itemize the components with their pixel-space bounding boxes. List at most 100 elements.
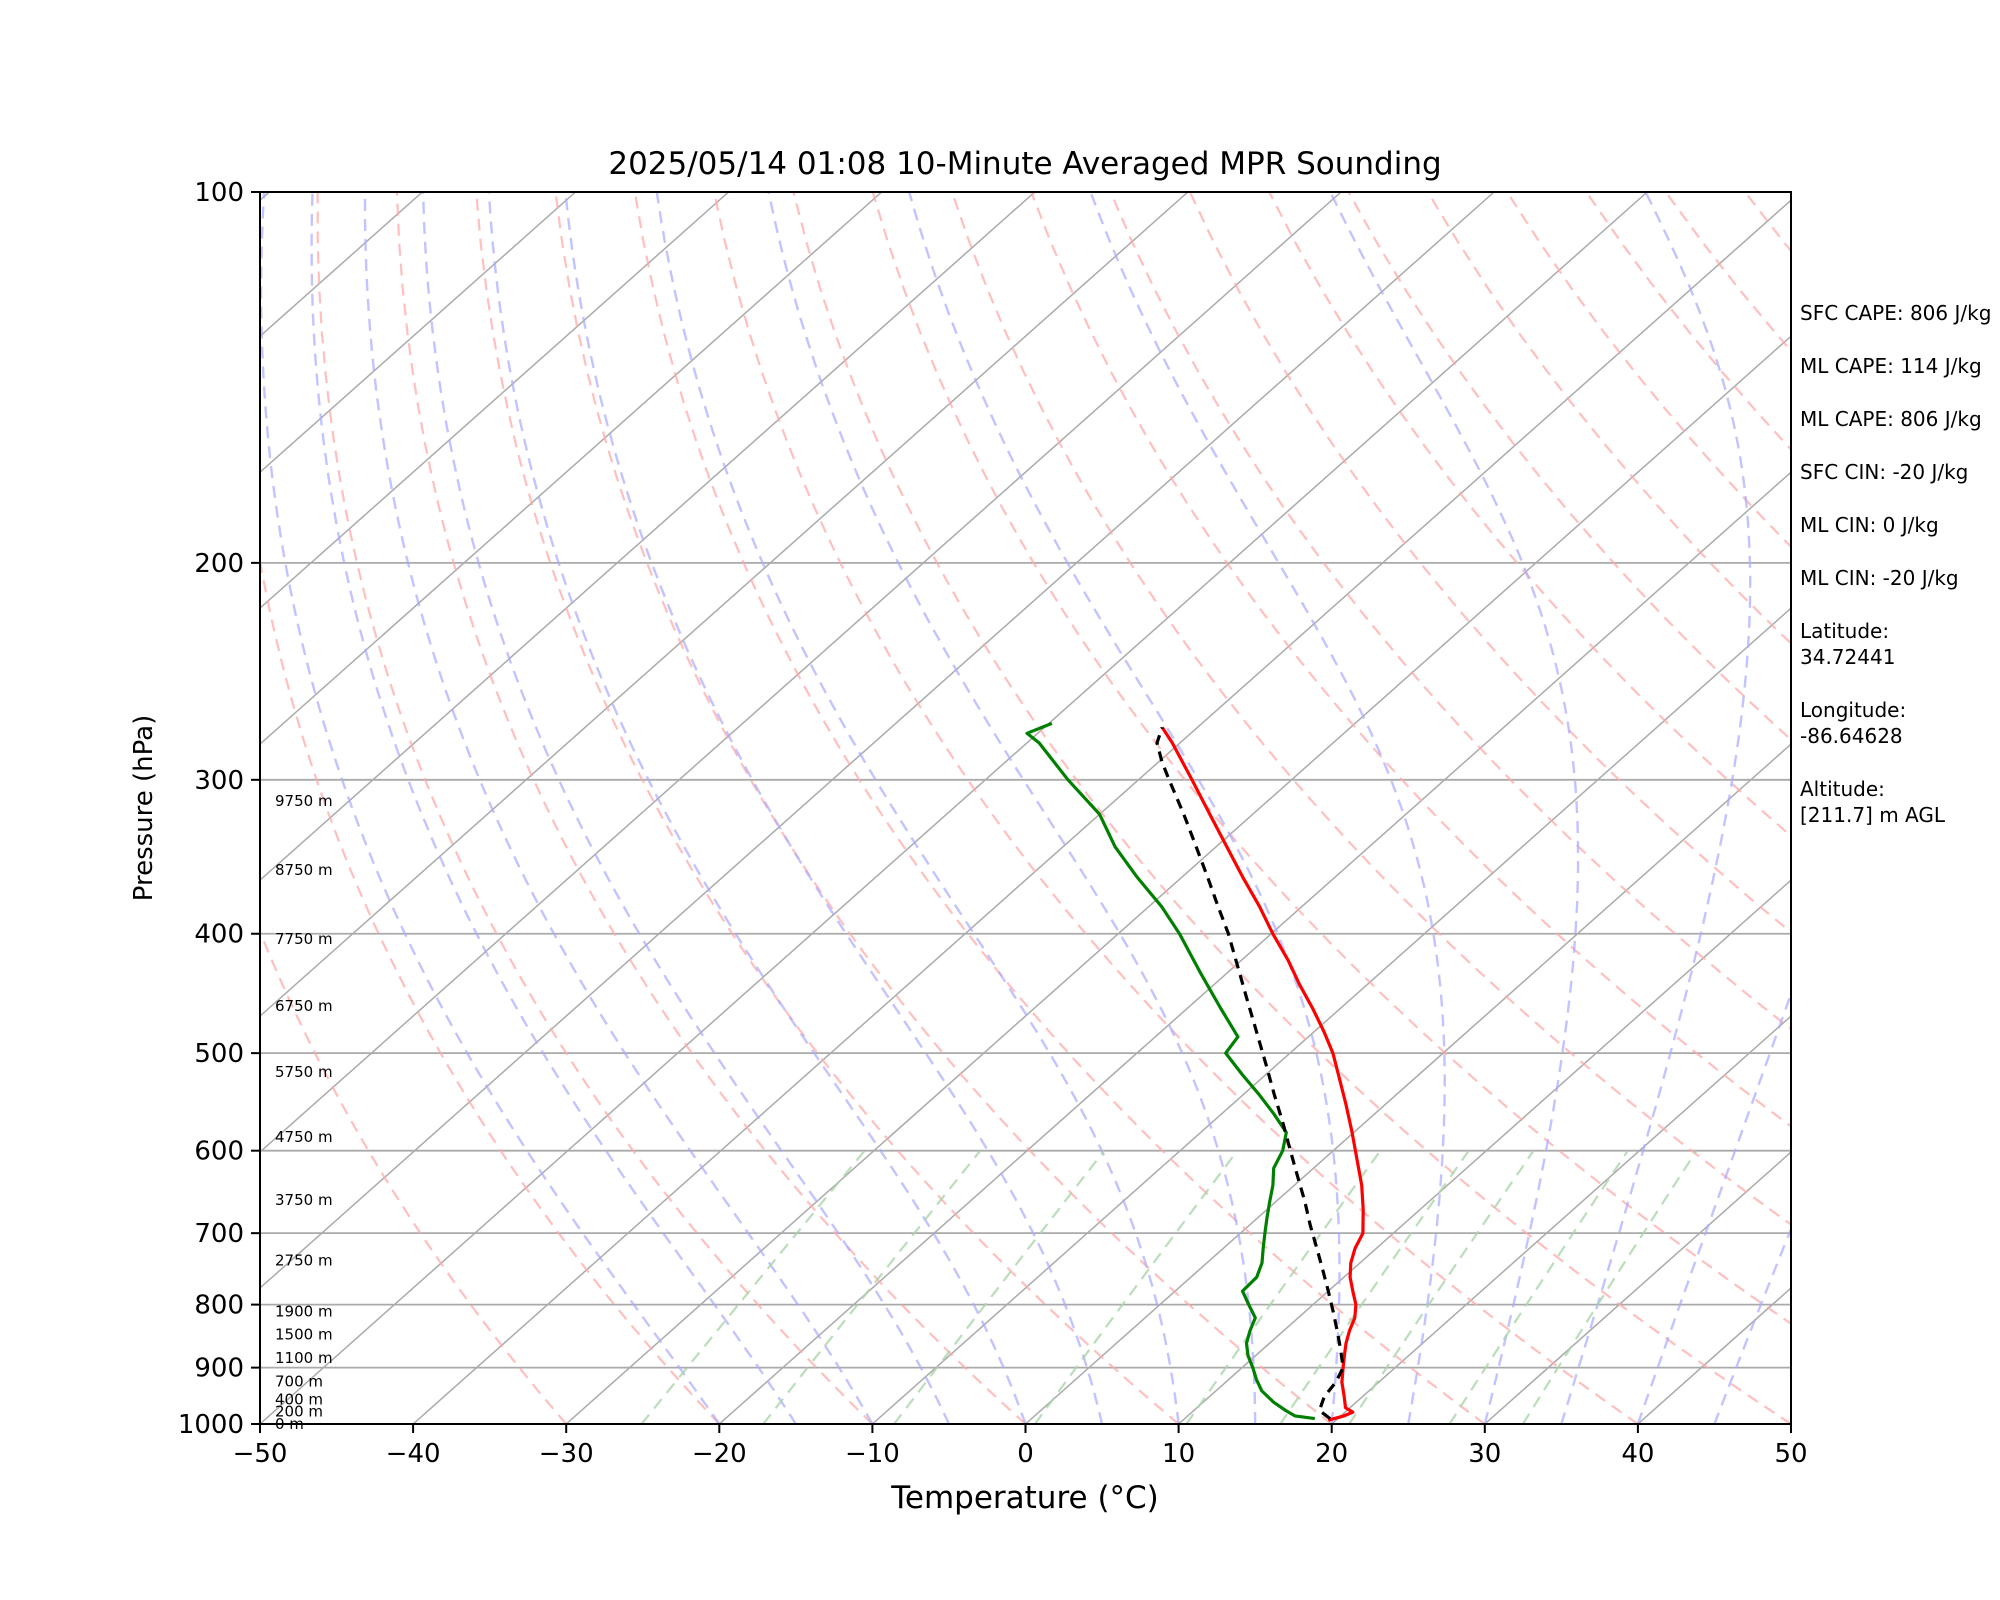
plot-frame	[259, 191, 1792, 1425]
mixing-ratio-line	[762, 1150, 982, 1424]
axes: −50 −40 −30 −20 −10 0 10 20 30 40 50 100 200 300 400 50…	[178, 178, 1808, 1469]
mixing-ratio-line	[1034, 1150, 1239, 1424]
height-label: 5750 m	[275, 1063, 333, 1081]
height-label: 9750 m	[275, 792, 333, 810]
height-label: 1500 m	[275, 1326, 333, 1344]
height-label: 1100 m	[275, 1349, 333, 1367]
sfc-cape-text: SFC CAPE: 806 J/kg	[1800, 301, 1992, 325]
isotherm-line	[260, 192, 730, 610]
sounding-stats-panel: SFC CAPE: 806 J/kg ML CAPE: 114 J/kg ML …	[1800, 300, 2000, 828]
y-tick-label: 600	[194, 1137, 244, 1167]
y-tick-label: 800	[194, 1291, 244, 1321]
moist-adiabat-line	[260, 192, 721, 1424]
y-tick-label: 400	[194, 920, 244, 950]
x-tick-label: −50	[233, 1439, 288, 1469]
altitude-value: [211.7] m AGL	[1800, 803, 1946, 827]
dry-adiabat-line	[871, 192, 1791, 1326]
moist-adiabat-line	[908, 192, 1341, 1424]
x-tick-label: 0	[1017, 1439, 1034, 1469]
x-tick-label: −40	[386, 1439, 441, 1469]
isotherm-line	[412, 199, 1791, 1424]
dry-adiabat-line	[260, 928, 568, 1424]
sfc-cin-text: SFC CIN: -20 J/kg	[1800, 460, 1969, 484]
x-tick-label: 50	[1774, 1439, 1807, 1469]
height-label: 2750 m	[275, 1252, 333, 1270]
altitude-label: Altitude:	[1800, 777, 1885, 801]
dry-adiabat-line	[713, 192, 1639, 1424]
dry-adiabat-line	[395, 192, 1027, 1424]
isotherm-line	[1178, 879, 1791, 1424]
isotherm-line	[0, 192, 116, 1424]
isotherm-line	[1025, 743, 1791, 1424]
moist-adiabat-line	[1560, 192, 1752, 1424]
longitude-label: Longitude:	[1800, 698, 1907, 722]
moist-adiabat-line	[421, 192, 951, 1424]
moist-adiabat-line	[1329, 192, 1580, 1424]
dry-adiabat-line	[260, 554, 721, 1424]
mixing-ratio-line	[640, 1149, 866, 1424]
isotherm-line	[260, 192, 1036, 882]
ml-cin-text: ML CIN: 0 J/kg	[1800, 513, 1939, 537]
mixing-ratio-line	[1521, 1150, 1698, 1424]
mixing-ratio-line	[1279, 1150, 1470, 1424]
temperature-profile-line	[1160, 726, 1365, 1422]
height-label: 3750 m	[275, 1191, 333, 1209]
dry-adiabat-line	[1030, 192, 1791, 1128]
isotherm-line	[260, 192, 576, 474]
x-tick-label: −30	[539, 1439, 594, 1469]
longitude-value: -86.64628	[1800, 724, 1903, 748]
height-label: 0 m	[275, 1415, 304, 1433]
isotherm-line	[871, 607, 1791, 1424]
latitude-value: 34.72441	[1800, 645, 1896, 669]
isotherm-line	[260, 192, 1495, 1290]
height-label: 6750 m	[275, 997, 333, 1015]
y-tick-label: 1000	[178, 1410, 244, 1440]
y-tick-label: 700	[194, 1219, 244, 1249]
isotherm-line	[565, 335, 1791, 1424]
moist-adiabat-line	[767, 192, 1257, 1424]
height-label: 4750 m	[275, 1128, 333, 1146]
isotherm-line	[260, 192, 883, 746]
moist-adiabat-line	[363, 192, 874, 1424]
chart-title: 2025/05/14 01:08 10-Minute Averaged MPR …	[608, 146, 1441, 182]
data-lines	[1025, 721, 1365, 1422]
moist-adiabat-line	[310, 192, 797, 1424]
height-label: 8750 m	[275, 861, 333, 879]
isotherm-line	[1331, 1015, 1791, 1424]
mixing-ratio-line	[1448, 1150, 1629, 1424]
y-tick-label: 200	[194, 549, 244, 579]
dry-adiabat-line	[950, 192, 1791, 1226]
isotherm-line	[718, 471, 1791, 1424]
y-tick-label: 300	[194, 766, 244, 796]
dry-adiabat-line	[633, 192, 1486, 1424]
y-tick-label: 100	[194, 178, 244, 208]
x-tick-label: 30	[1468, 1439, 1501, 1469]
background-lines	[0, 192, 1791, 1424]
x-tick-label: −10	[845, 1439, 900, 1469]
y-tick-label: 900	[194, 1354, 244, 1384]
isotherm-line	[260, 192, 1648, 1424]
ml-cape-text-2: ML CAPE: 806 J/kg	[1800, 407, 1982, 431]
ml-cape-text: ML CAPE: 114 J/kg	[1800, 354, 1982, 378]
isotherm-line	[260, 192, 1189, 1018]
mixing-ratio-line	[1185, 1150, 1382, 1424]
height-label: 700 m	[275, 1373, 323, 1391]
y-tick-label: 500	[194, 1039, 244, 1069]
height-label: 200 m	[275, 1403, 323, 1421]
moist-adiabat-line	[564, 192, 1104, 1424]
moist-adiabat-line	[487, 192, 1027, 1424]
height-label: 1900 m	[275, 1302, 333, 1320]
dry-adiabat-line	[475, 192, 1180, 1424]
mixing-ratio-line	[1348, 1150, 1535, 1424]
x-tick-label: 40	[1621, 1439, 1654, 1469]
x-tick-label: −20	[692, 1439, 747, 1469]
y-axis-label: Pressure (hPa)	[129, 715, 159, 902]
dry-adiabat-line	[316, 192, 874, 1424]
height-label: 7750 m	[275, 930, 333, 948]
moist-adiabat-line	[655, 192, 1180, 1424]
moist-adiabat-line	[1089, 192, 1446, 1424]
dry-adiabat-line	[792, 192, 1791, 1424]
isotherm-line	[260, 192, 1342, 1154]
